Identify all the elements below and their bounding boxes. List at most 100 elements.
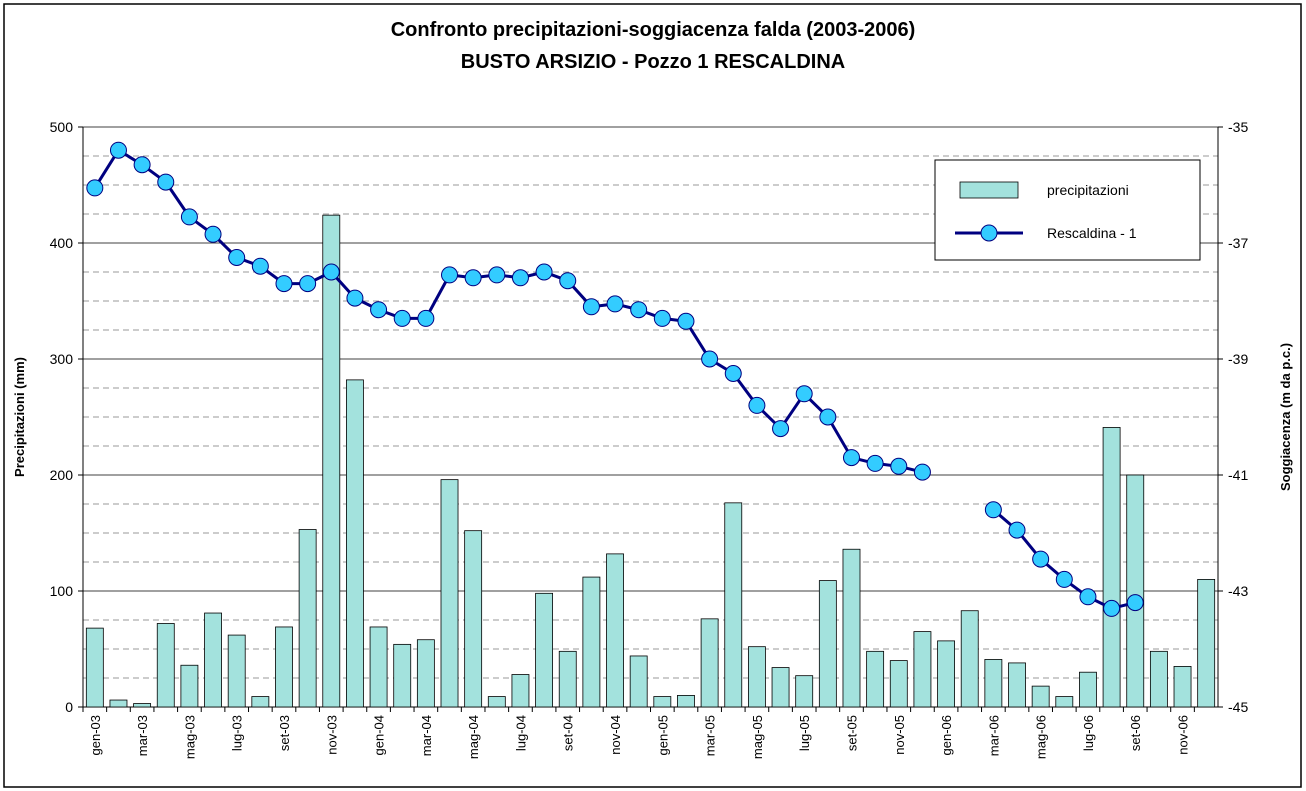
x-tick-label: nov-06 (1176, 715, 1191, 755)
marker (890, 457, 908, 475)
bar (558, 650, 577, 708)
x-tick-label: lug-04 (513, 715, 528, 751)
y2-axis-label: Soggiacenza (m da p.c.) (1278, 343, 1293, 491)
marker (606, 295, 624, 313)
marker (819, 408, 837, 426)
x-tick-label: set-04 (561, 715, 576, 751)
x-tick-label: gen-05 (655, 715, 670, 755)
x-tick-label: lug-03 (230, 715, 245, 751)
marker (180, 208, 198, 226)
marker (157, 173, 175, 191)
marker (677, 312, 695, 330)
legend-swatch (959, 181, 1019, 199)
bar (487, 696, 506, 708)
marker (913, 463, 931, 481)
marker (86, 179, 104, 197)
x-tick-label: gen-04 (372, 715, 387, 755)
bar (416, 639, 435, 708)
chart-title: Confronto precipitazioni-soggiacenza fal… (391, 19, 916, 41)
bar (795, 675, 814, 708)
marker (1008, 521, 1026, 539)
bar (1197, 579, 1216, 708)
bar (818, 580, 837, 708)
marker (133, 156, 151, 174)
legend-label: precipitazioni (1047, 182, 1129, 198)
bar (724, 502, 743, 708)
y-tick-label: 100 (50, 583, 74, 599)
chart-subtitle: BUSTO ARSIZIO - Pozzo 1 RESCALDINA (461, 51, 845, 73)
bar (251, 696, 270, 708)
bar (227, 634, 246, 708)
marker (228, 249, 246, 266)
bar (913, 631, 932, 708)
marker (701, 350, 719, 368)
bar (889, 660, 908, 708)
marker (299, 275, 317, 293)
marker (559, 272, 577, 290)
y-tick-label: 200 (50, 467, 74, 483)
marker (582, 298, 600, 316)
y2-tick-label: -39 (1228, 351, 1248, 367)
bar (1126, 474, 1145, 708)
x-tick-label: lug-05 (797, 715, 812, 751)
marker (393, 309, 411, 327)
bar (204, 612, 222, 708)
legend-marker (980, 224, 998, 242)
bar (1055, 696, 1074, 708)
x-tick-label: nov-04 (608, 715, 623, 755)
bar (393, 643, 412, 708)
marker (251, 257, 269, 275)
bar (1031, 685, 1050, 708)
x-tick-label: mar-06 (986, 715, 1001, 756)
bar (109, 699, 128, 708)
bar (322, 214, 341, 708)
bar (85, 627, 104, 708)
bar (511, 674, 530, 708)
x-tick-label: set-03 (277, 715, 292, 751)
marker (535, 263, 553, 281)
marker (630, 301, 648, 319)
bar (866, 650, 885, 708)
marker (204, 225, 222, 243)
bar (747, 646, 766, 708)
x-tick-label: set-06 (1128, 715, 1143, 751)
bar (842, 548, 861, 708)
marker (275, 275, 293, 293)
marker (653, 309, 671, 327)
bar (606, 553, 624, 708)
bar (1149, 650, 1168, 708)
marker (488, 266, 506, 284)
marker (109, 141, 127, 159)
marker (1103, 599, 1121, 617)
marker (866, 454, 884, 472)
bar (1102, 427, 1121, 708)
x-tick-label: gen-06 (939, 715, 954, 755)
marker (724, 365, 742, 382)
bar (937, 640, 955, 708)
bar (653, 696, 672, 708)
x-tick-label: nov-05 (892, 715, 907, 755)
bar (960, 610, 979, 708)
y-tick-label: 300 (50, 351, 74, 367)
y2-tick-label: -37 (1228, 235, 1248, 251)
bar (582, 576, 601, 708)
x-tick-label: mag-05 (750, 715, 765, 759)
x-tick-label: mag-04 (466, 715, 481, 759)
bar (771, 667, 790, 708)
x-tick-label: mar-05 (703, 715, 718, 756)
bar (346, 379, 364, 708)
marker (1032, 550, 1050, 568)
x-tick-label: set-05 (844, 715, 859, 751)
y2-tick-label: -43 (1228, 583, 1248, 599)
bar (1079, 671, 1097, 708)
y-tick-label: 500 (50, 119, 74, 135)
bar (535, 592, 554, 708)
marker (842, 449, 860, 467)
bar (1173, 666, 1192, 708)
bar (156, 623, 175, 708)
marker (511, 269, 529, 287)
x-tick-label: mag-03 (182, 715, 197, 759)
x-tick-label: mag-06 (1034, 715, 1049, 759)
marker (772, 420, 790, 438)
marker (984, 501, 1002, 519)
